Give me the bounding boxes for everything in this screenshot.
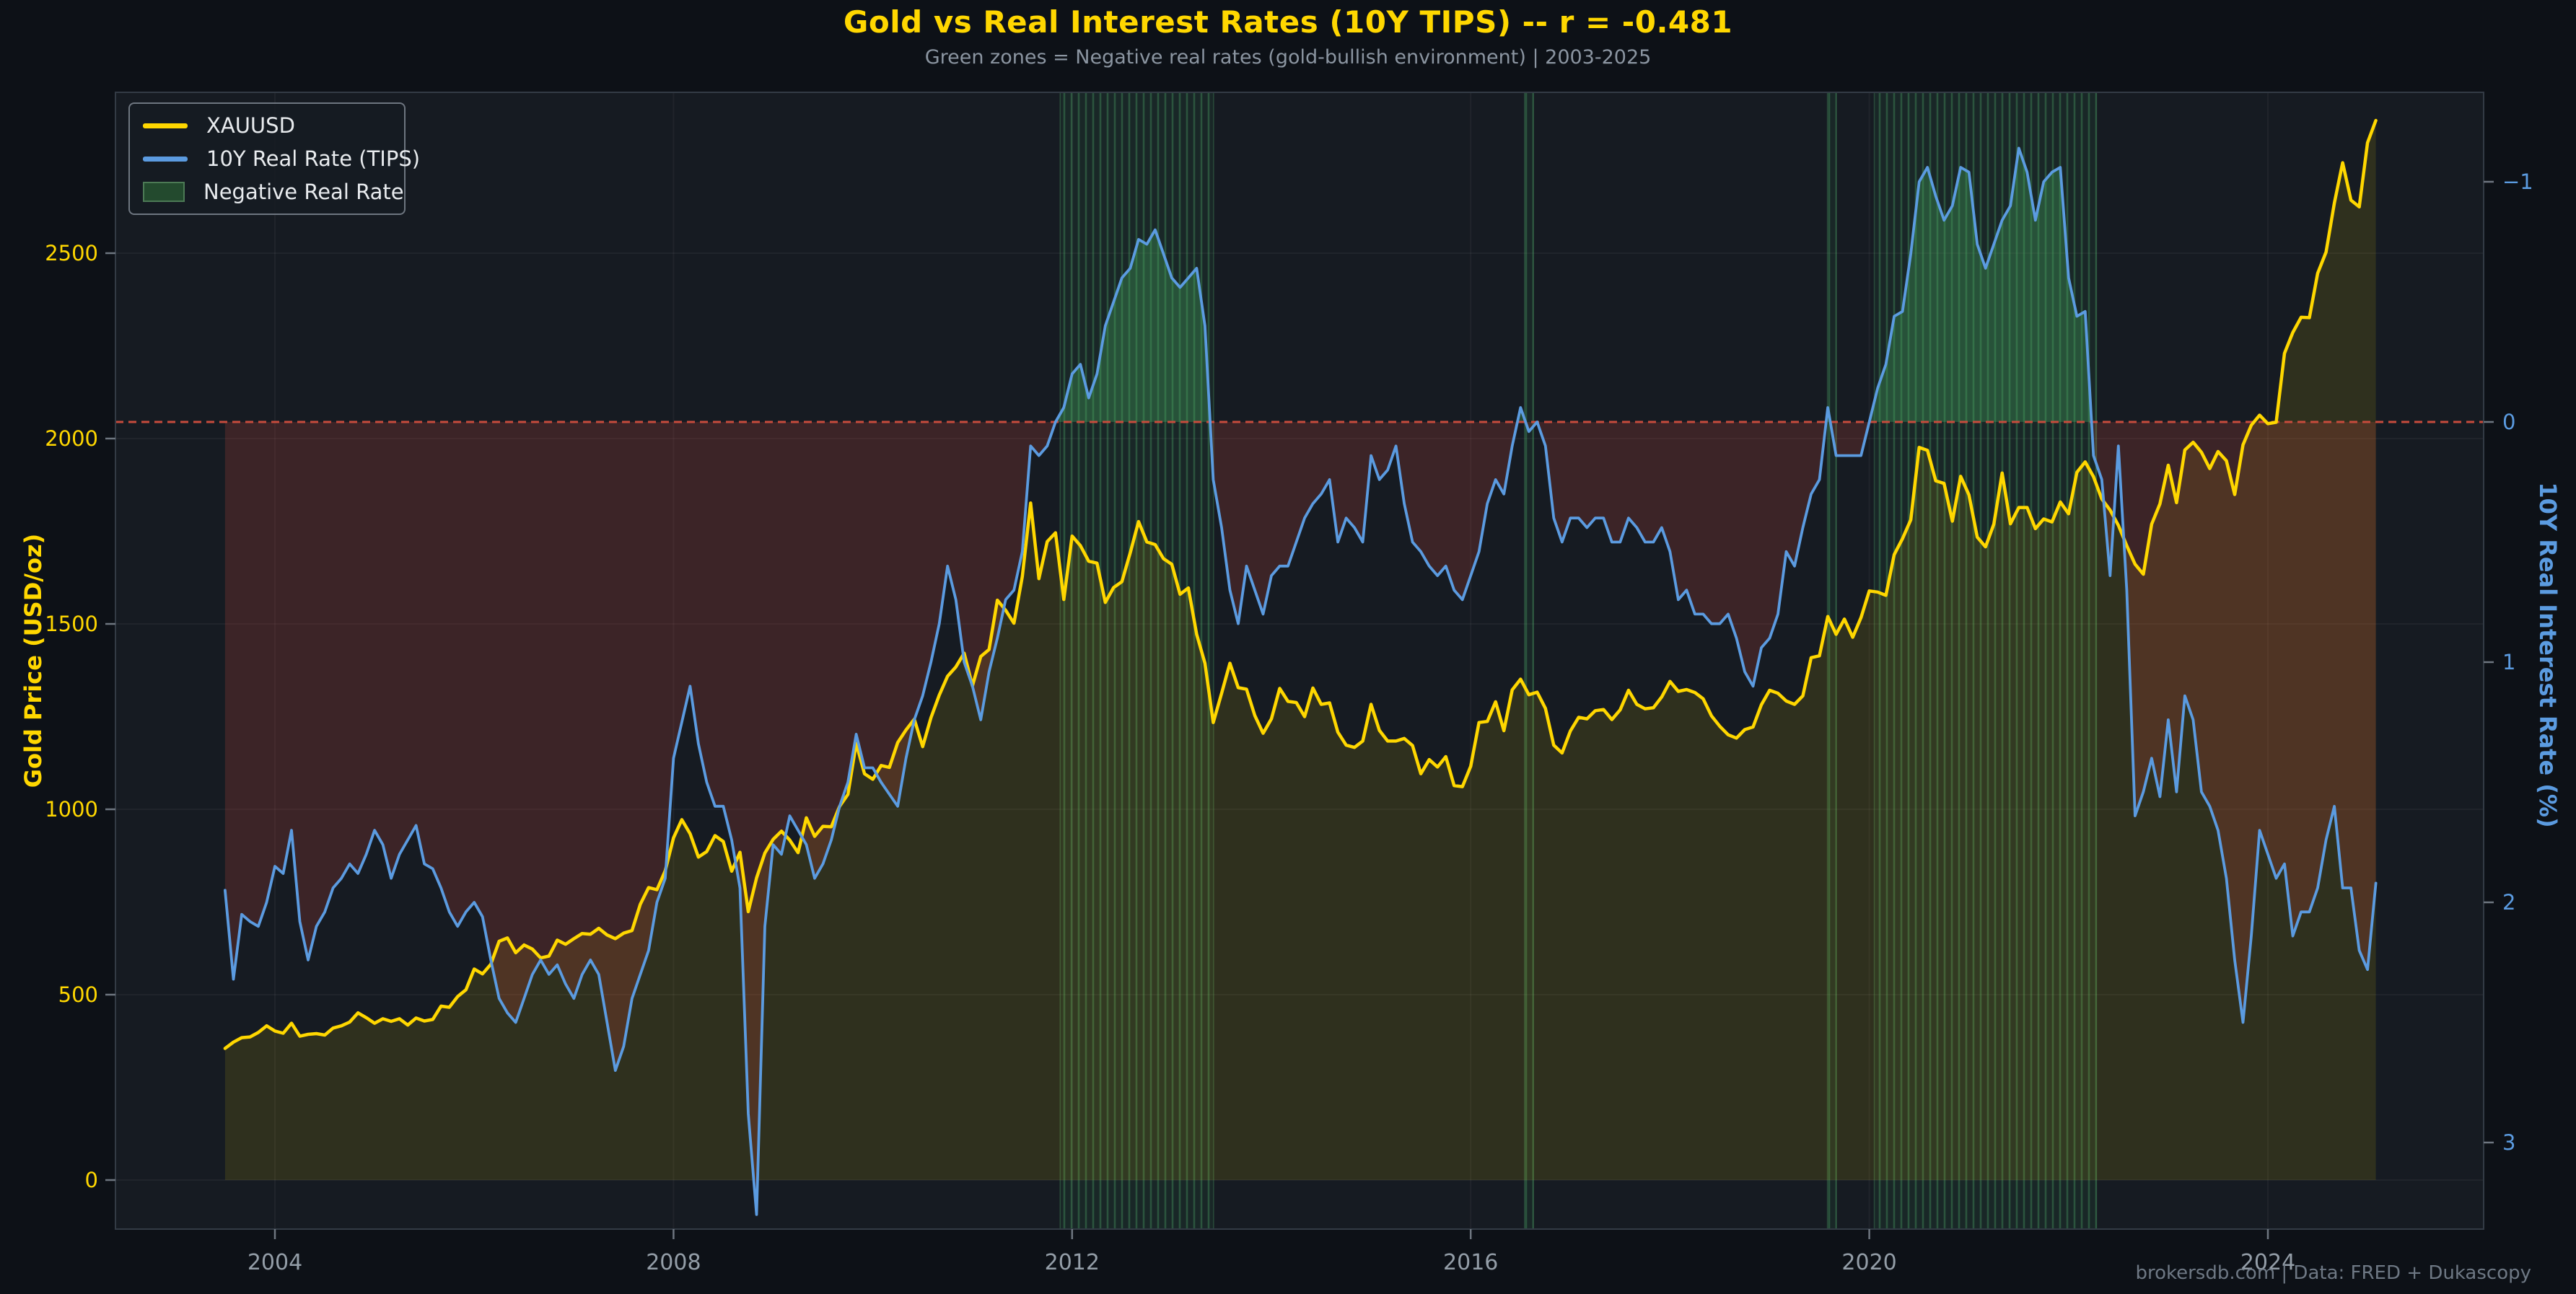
y-right-tick-label: −1 — [2502, 170, 2533, 194]
legend-label: XAUUSD — [206, 113, 295, 138]
legend-swatch-gold-line-icon — [143, 123, 188, 128]
y-left-tick-label: 1500 — [45, 612, 98, 636]
gold-area-fill — [224, 120, 2376, 1180]
legend-swatch-green-patch-icon — [143, 182, 185, 202]
chart-subtitle: Green zones = Negative real rates (gold-… — [924, 46, 1652, 69]
legend-item-real-rate: 10Y Real Rate (TIPS) — [143, 146, 420, 172]
negative-real-rate-fill — [224, 148, 2376, 422]
x-tick-label: 2020 — [1841, 1250, 1896, 1275]
xauusd-line — [223, 118, 2378, 1050]
y-right-tick-label: 3 — [2502, 1130, 2515, 1155]
x-tick-label: 2004 — [247, 1250, 302, 1275]
legend: XAUUSD 10Y Real Rate (TIPS) Negative Rea… — [128, 102, 420, 215]
y-right-tick-label: 0 — [2502, 410, 2515, 434]
y-left-tick-label: 2000 — [45, 426, 98, 451]
x-tick-label: 2024 — [2240, 1250, 2295, 1275]
watermark-credit: brokersdb.com | Data: FRED + Dukascopy — [2135, 1262, 2531, 1284]
y-left-tick-label: 500 — [58, 982, 98, 1007]
chart-title: Gold vs Real Interest Rates (10Y TIPS) -… — [843, 4, 1733, 40]
legend-label: 10Y Real Rate (TIPS) — [206, 146, 421, 171]
x-tick-label: 2016 — [1443, 1250, 1498, 1275]
y-axis-label-gold: Gold Price (USD/oz) — [19, 533, 47, 788]
y-axis-label-rate: 10Y Real Interest Rate (%) — [2534, 482, 2562, 828]
x-tick-label: 2012 — [1045, 1250, 1100, 1275]
y-right-tick-label: 2 — [2502, 890, 2515, 915]
real-rate-line — [223, 146, 2378, 1216]
legend-label: Negative Real Rate — [203, 180, 404, 204]
y-left-tick-label: 1000 — [45, 797, 98, 822]
y-left-tick-label: 0 — [85, 1168, 98, 1192]
legend-swatch-blue-line-icon — [143, 156, 188, 162]
y-right-tick-label: 1 — [2502, 650, 2515, 674]
legend-item-xauusd: XAUUSD — [143, 113, 391, 138]
legend-item-negative-rate: Negative Real Rate — [143, 179, 404, 205]
x-tick-label: 2008 — [646, 1250, 701, 1275]
y-left-tick-label: 2500 — [45, 241, 98, 265]
positive-real-rate-fill — [224, 422, 2376, 1215]
